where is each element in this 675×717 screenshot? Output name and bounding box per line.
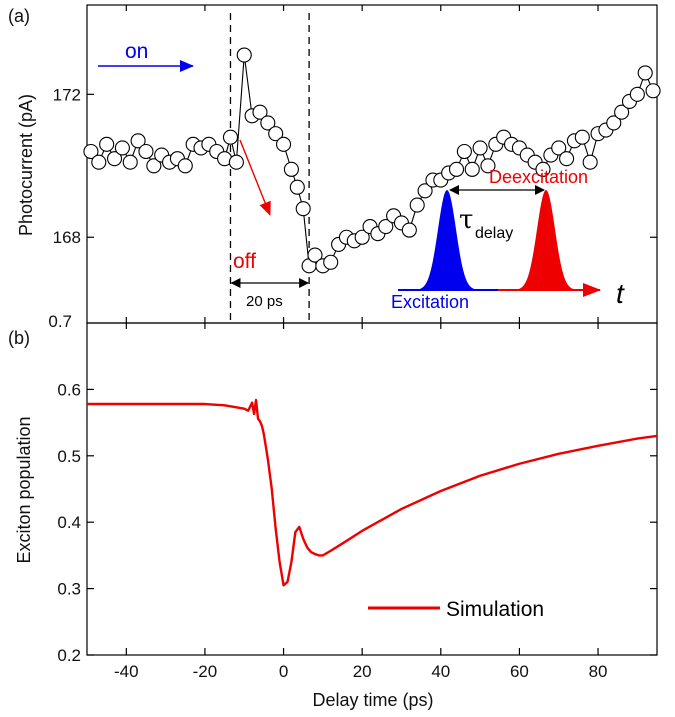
panel-a-points xyxy=(83,47,661,274)
interval-label: 20 ps xyxy=(246,293,283,310)
panel-b-series xyxy=(87,398,658,587)
pulse-inset: τ delay Deexcitation Excitation t xyxy=(391,167,625,312)
panel-a-ytick-label: 168 xyxy=(53,228,81,247)
photocurrent-point xyxy=(574,129,590,145)
panel-b-ticks: 0.2 0.3 0.4 0.5 0.6 -40 -20 0 20 40 60 80 xyxy=(57,323,657,681)
panel-b-xtick-label: -20 xyxy=(193,662,218,681)
photocurrent-point xyxy=(614,104,630,120)
photocurrent-point xyxy=(276,136,292,152)
delay-subscript: delay xyxy=(475,225,513,242)
photocurrent-point xyxy=(629,86,645,102)
panel-b-xtick-label: 80 xyxy=(589,662,608,681)
photocurrent-point xyxy=(472,140,488,156)
panel-a-ylabel: Photocurrent (pA) xyxy=(16,94,36,236)
simulation-line xyxy=(87,398,658,587)
photocurrent-point xyxy=(289,179,305,195)
deexcitation-label: Deexcitation xyxy=(489,167,588,187)
panel-b-ytick-label: 0.4 xyxy=(57,513,81,532)
excitation-label: Excitation xyxy=(391,292,469,312)
time-axis-symbol: t xyxy=(616,278,625,309)
photocurrent-point xyxy=(222,129,239,145)
off-label: off xyxy=(233,250,256,273)
delay-symbol: τ xyxy=(459,205,473,235)
panel-a: 172 168 xyxy=(53,4,661,324)
photocurrent-point xyxy=(535,161,551,177)
photocurrent-point xyxy=(456,143,472,160)
photocurrent-point xyxy=(582,154,598,170)
excitation-pulse xyxy=(418,190,476,290)
photocurrent-point xyxy=(268,126,284,142)
photocurrent-point xyxy=(645,83,661,99)
panel-b-ytick-label: 0.6 xyxy=(57,380,81,399)
panel-b-xtick-label: 0 xyxy=(279,662,288,681)
panel-b-xtick-label: 60 xyxy=(510,662,529,681)
photocurrent-point xyxy=(323,254,339,270)
photocurrent-point xyxy=(378,218,394,235)
photocurrent-point xyxy=(283,161,299,177)
panel-b-ytick-label: 0.2 xyxy=(57,646,81,665)
photocurrent-point xyxy=(417,183,433,199)
photocurrent-point xyxy=(606,115,622,131)
on-label: on xyxy=(125,40,148,63)
photocurrent-point xyxy=(99,136,115,152)
photocurrent-point xyxy=(106,151,123,167)
photocurrent-point xyxy=(146,158,162,174)
photocurrent-point xyxy=(130,133,146,149)
photocurrent-point xyxy=(252,104,268,120)
off-annotation: off xyxy=(233,139,271,273)
panel-a-label: (a) xyxy=(8,6,30,26)
photocurrent-point xyxy=(122,154,138,170)
panel-b-ytick-label: 0.5 xyxy=(57,447,81,466)
panel-b-xtick-label: 20 xyxy=(353,662,372,681)
photocurrent-point xyxy=(138,143,154,160)
panel-b: 0.2 0.3 0.4 0.5 0.6 -40 -20 0 20 40 60 80 xyxy=(57,322,658,681)
panel-b-xlabel: Delay time (ps) xyxy=(312,690,433,710)
photocurrent-point xyxy=(260,115,276,131)
photocurrent-point xyxy=(354,229,370,245)
panel-b-xtick-label: -40 xyxy=(114,662,139,681)
photocurrent-point xyxy=(114,140,130,156)
photocurrent-point xyxy=(464,161,480,177)
legend: Simulation xyxy=(368,598,544,621)
photocurrent-point xyxy=(177,158,193,174)
photocurrent-point xyxy=(409,197,425,213)
deexcitation-pulse xyxy=(517,190,575,290)
photocurrent-point xyxy=(448,161,465,177)
photocurrent-point xyxy=(307,247,323,263)
panel-a-bottom-tick: 0.7 xyxy=(48,312,72,331)
legend-label: Simulation xyxy=(446,598,544,621)
photocurrent-point xyxy=(83,143,99,160)
photocurrent-point xyxy=(480,158,496,174)
photocurrent-point xyxy=(401,222,417,238)
photocurrent-point xyxy=(551,140,567,156)
panel-b-ylabel: Exciton population xyxy=(14,416,34,563)
panel-b-xtick-label: 40 xyxy=(431,662,450,681)
panel-b-frame xyxy=(86,322,658,656)
panel-b-label: (b) xyxy=(8,328,30,348)
interval-annotation: 20 ps xyxy=(230,278,310,310)
panel-b-ytick-label: 0.3 xyxy=(57,580,81,599)
photocurrent-point xyxy=(559,151,575,167)
panel-a-ytick-label: 172 xyxy=(53,85,81,104)
photocurrent-point xyxy=(295,201,311,217)
on-annotation: on xyxy=(98,40,194,72)
photocurrent-point xyxy=(236,47,252,63)
off-arrow xyxy=(239,139,271,216)
panel-a-ticks: 172 168 xyxy=(53,5,657,323)
photocurrent-point xyxy=(228,154,244,170)
photocurrent-point xyxy=(91,154,107,170)
panel-b-axes xyxy=(86,322,658,656)
photocurrent-point xyxy=(637,65,653,81)
